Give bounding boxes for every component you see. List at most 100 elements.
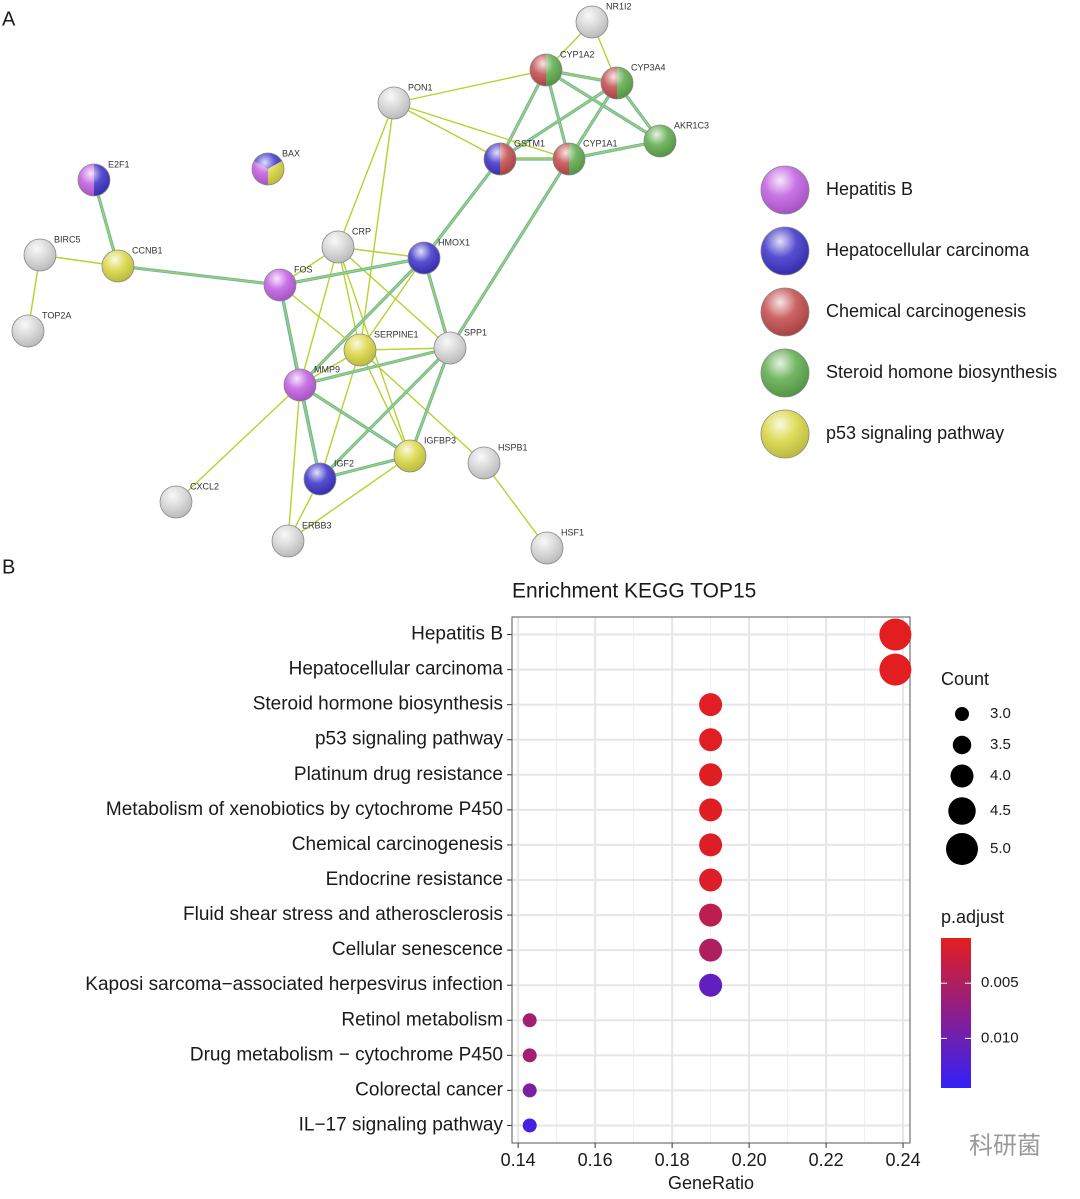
panel-label: B (2, 556, 15, 578)
edge (175, 384, 301, 503)
node (433, 331, 467, 365)
node (393, 439, 427, 473)
node (530, 531, 564, 565)
node-gloss (77, 163, 111, 197)
node-gloss (575, 5, 609, 39)
edge (337, 246, 361, 351)
legend-swatch (760, 409, 810, 459)
dot (699, 833, 723, 857)
node-gloss (467, 446, 501, 480)
edge (279, 284, 361, 351)
node (407, 241, 441, 275)
node-gloss (483, 142, 517, 176)
y-tick-label: Steroid hormone biosynthesis (253, 694, 503, 715)
node (77, 163, 111, 197)
legend-swatch (760, 165, 810, 215)
y-tick-label: Endocrine resistance (326, 869, 503, 890)
dot (699, 693, 723, 717)
x-tick-label: 0.16 (578, 1150, 613, 1170)
node (321, 230, 355, 264)
node-label: TOP2A (42, 310, 71, 320)
edge (483, 462, 548, 549)
node (575, 5, 609, 39)
node-label: ERBB3 (302, 520, 332, 530)
node-gloss (433, 331, 467, 365)
node (552, 142, 586, 176)
node-label: FOS (294, 264, 313, 274)
node-label: AKR1C3 (674, 120, 709, 130)
node (101, 249, 135, 283)
node-label: IGFBP3 (424, 435, 456, 445)
size-key-label: 5.0 (990, 840, 1011, 857)
node-label: BAX (282, 148, 300, 158)
node-gloss (343, 333, 377, 367)
y-tick-label: Colorectal cancer (355, 1079, 504, 1100)
node-gloss (321, 230, 355, 264)
edge (337, 246, 451, 349)
dot (699, 938, 723, 962)
edge (287, 455, 411, 542)
size-key-label: 4.0 (990, 767, 1011, 784)
colorbar (941, 938, 971, 1088)
edge (499, 69, 547, 160)
size-key-label: 3.0 (990, 705, 1011, 722)
node (643, 124, 677, 158)
dot (699, 868, 723, 892)
node-label: E2F1 (108, 159, 130, 169)
edge (393, 102, 570, 160)
node-gloss (760, 348, 810, 398)
size-key (955, 707, 969, 721)
node-label: GSTM1 (514, 138, 545, 148)
y-tick-label: Kaposi sarcoma−associated herpesvirus in… (85, 974, 503, 995)
node-label: SPP1 (464, 327, 487, 337)
y-tick-label: IL−17 signaling pathway (299, 1114, 504, 1135)
dot (879, 618, 912, 651)
y-tick-label: Platinum drug resistance (294, 764, 503, 785)
y-tick-label: Hepatocellular carcinoma (289, 659, 504, 680)
node-gloss (251, 152, 285, 186)
node (283, 368, 317, 402)
node-label: IGF2 (334, 458, 354, 468)
dot (522, 1048, 537, 1063)
node-label: HSF1 (561, 527, 584, 537)
edge (499, 82, 618, 160)
node-gloss (407, 241, 441, 275)
node-label: BIRC5 (54, 234, 81, 244)
node-label: CYP1A1 (583, 138, 618, 148)
axis-title: GeneRatio (668, 1173, 754, 1193)
node (303, 462, 337, 496)
size-key-label: 3.5 (990, 736, 1011, 753)
node-label: SERPINE1 (374, 329, 419, 339)
node-label: PON1 (408, 82, 433, 92)
y-tick-label: Hepatitis B (411, 624, 503, 645)
node-label: CYP3A4 (631, 62, 666, 72)
node-gloss (271, 524, 305, 558)
size-key (952, 735, 972, 755)
node (271, 524, 305, 558)
y-tick-label: p53 signaling pathway (315, 729, 504, 750)
edge (393, 102, 501, 160)
y-tick-label: Cellular senescence (332, 939, 503, 960)
dot (699, 763, 723, 787)
legend-label: p53 signaling pathway (826, 423, 1004, 443)
node-label: CYP1A2 (560, 49, 595, 59)
legend-swatch (760, 348, 810, 398)
size-key (948, 797, 976, 825)
panel-label: A (2, 8, 16, 30)
edge (359, 102, 395, 351)
legend-swatch (760, 226, 810, 276)
edge (279, 257, 425, 286)
node (483, 142, 517, 176)
node-label: MMP9 (314, 364, 340, 374)
plot-border (511, 616, 911, 1144)
node (23, 238, 57, 272)
edge (409, 347, 451, 457)
edge (299, 257, 425, 386)
size-key (950, 764, 974, 788)
x-tick-label: 0.14 (501, 1150, 536, 1170)
node (263, 268, 297, 302)
edge (359, 257, 425, 351)
node-label: HSPB1 (498, 442, 528, 452)
legend-swatch (760, 287, 810, 337)
